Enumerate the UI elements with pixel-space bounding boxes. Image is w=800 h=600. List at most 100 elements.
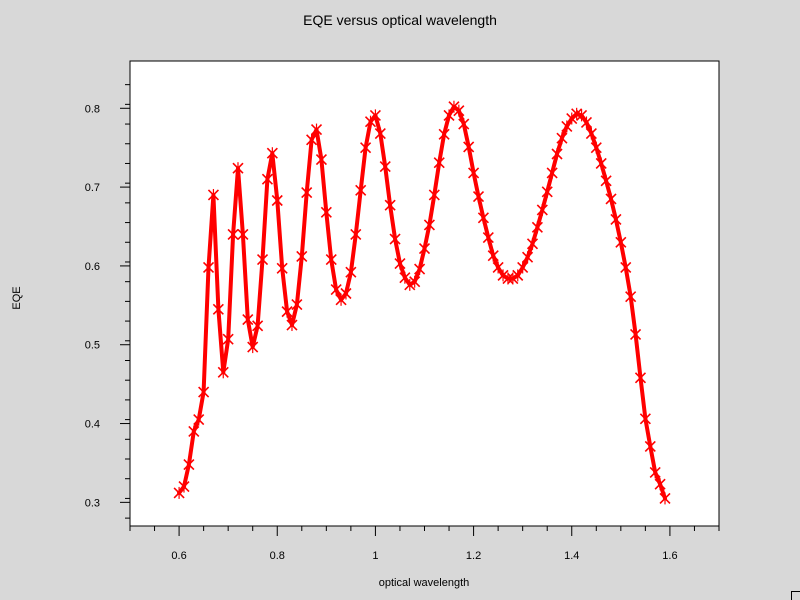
data-point	[350, 228, 362, 241]
x-tick-label: 1.6	[662, 550, 677, 562]
x-axis-label: optical wavelength	[378, 577, 470, 589]
x-tick-label: 1	[372, 550, 378, 562]
data-point	[325, 253, 337, 266]
data-point	[212, 303, 224, 316]
data-point	[654, 478, 666, 491]
data-point	[247, 341, 259, 354]
data-point	[659, 492, 671, 505]
data-point	[580, 116, 593, 129]
data-point	[526, 237, 539, 250]
data-point	[252, 319, 264, 332]
data-point	[634, 371, 647, 384]
plot-frame	[129, 60, 720, 527]
data-point	[531, 221, 543, 234]
series-layer	[173, 100, 671, 505]
data-point	[615, 236, 627, 249]
data-point	[517, 261, 529, 274]
y-tick-label: 0.8	[85, 103, 100, 115]
y-tick-label: 0.6	[85, 261, 100, 273]
data-point	[261, 173, 273, 186]
data-point	[222, 333, 234, 346]
data-point	[330, 283, 342, 296]
data-point	[590, 141, 602, 154]
data-point	[423, 218, 435, 231]
data-point	[605, 192, 617, 205]
data-point	[620, 261, 632, 274]
data-point	[507, 272, 519, 285]
data-point	[394, 257, 406, 270]
chart-title: EQE versus optical wavelength	[303, 12, 497, 28]
data-point	[482, 231, 494, 244]
data-point	[217, 366, 229, 379]
data-point	[374, 127, 386, 140]
data-point	[384, 199, 396, 212]
data-point	[458, 118, 470, 131]
data-point	[600, 174, 612, 187]
data-point	[183, 458, 195, 471]
data-point	[625, 290, 637, 303]
y-tick-label: 0.7	[85, 182, 100, 194]
data-point	[355, 184, 367, 197]
data-point	[271, 194, 283, 207]
data-point	[497, 269, 509, 282]
data-point	[173, 486, 185, 499]
data-point	[188, 425, 200, 438]
data-point	[291, 298, 303, 311]
data-point	[576, 109, 588, 122]
data-point	[364, 115, 377, 128]
data-point	[404, 278, 416, 291]
y-tick-label: 0.4	[85, 419, 100, 431]
data-point	[369, 109, 381, 122]
data-point	[202, 261, 215, 274]
data-point	[340, 287, 352, 300]
data-point	[266, 147, 278, 160]
data-point	[639, 412, 651, 425]
data-point	[595, 157, 607, 170]
data-point	[472, 190, 485, 203]
data-point	[306, 133, 318, 146]
data-point	[536, 203, 548, 216]
data-point	[433, 156, 445, 169]
data-point	[556, 132, 568, 145]
data-point	[644, 440, 656, 453]
data-point	[585, 127, 597, 140]
axes: 0.3 0.4 0.5 0.6 0.7 0.8 0.6 0.8 1 1.2 1.4 1.6	[85, 84, 720, 562]
data-point	[276, 262, 288, 275]
data-point	[207, 188, 220, 201]
data-point	[256, 253, 269, 266]
data-point	[242, 313, 254, 326]
data-point	[389, 233, 401, 246]
data-point	[649, 466, 661, 479]
data-point	[541, 185, 553, 198]
data-point	[409, 275, 421, 288]
y-tick-label: 0.3	[85, 497, 100, 509]
data-point	[414, 263, 426, 276]
data-point	[438, 128, 450, 141]
data-point	[315, 153, 327, 166]
data-point	[463, 140, 475, 153]
data-point	[629, 328, 642, 341]
data-point	[232, 162, 244, 175]
data-point	[477, 211, 489, 224]
data-point	[296, 250, 308, 263]
data-point	[227, 228, 239, 241]
x-tick-label: 0.6	[171, 550, 186, 562]
data-point	[360, 141, 372, 154]
corner-mark	[791, 591, 800, 600]
data-point	[428, 188, 440, 201]
data-point	[610, 213, 622, 226]
data-point	[487, 249, 499, 262]
data-point	[522, 251, 534, 264]
data-point	[379, 160, 391, 173]
data-point	[399, 271, 411, 284]
data-point	[286, 319, 298, 332]
data-point	[453, 104, 465, 117]
y-tick-label: 0.5	[85, 340, 100, 352]
data-point	[418, 242, 431, 255]
data-point	[546, 166, 558, 179]
data-point	[198, 386, 210, 399]
data-point	[335, 293, 347, 306]
data-point	[551, 148, 563, 160]
x-tick-label: 1.4	[564, 550, 579, 562]
